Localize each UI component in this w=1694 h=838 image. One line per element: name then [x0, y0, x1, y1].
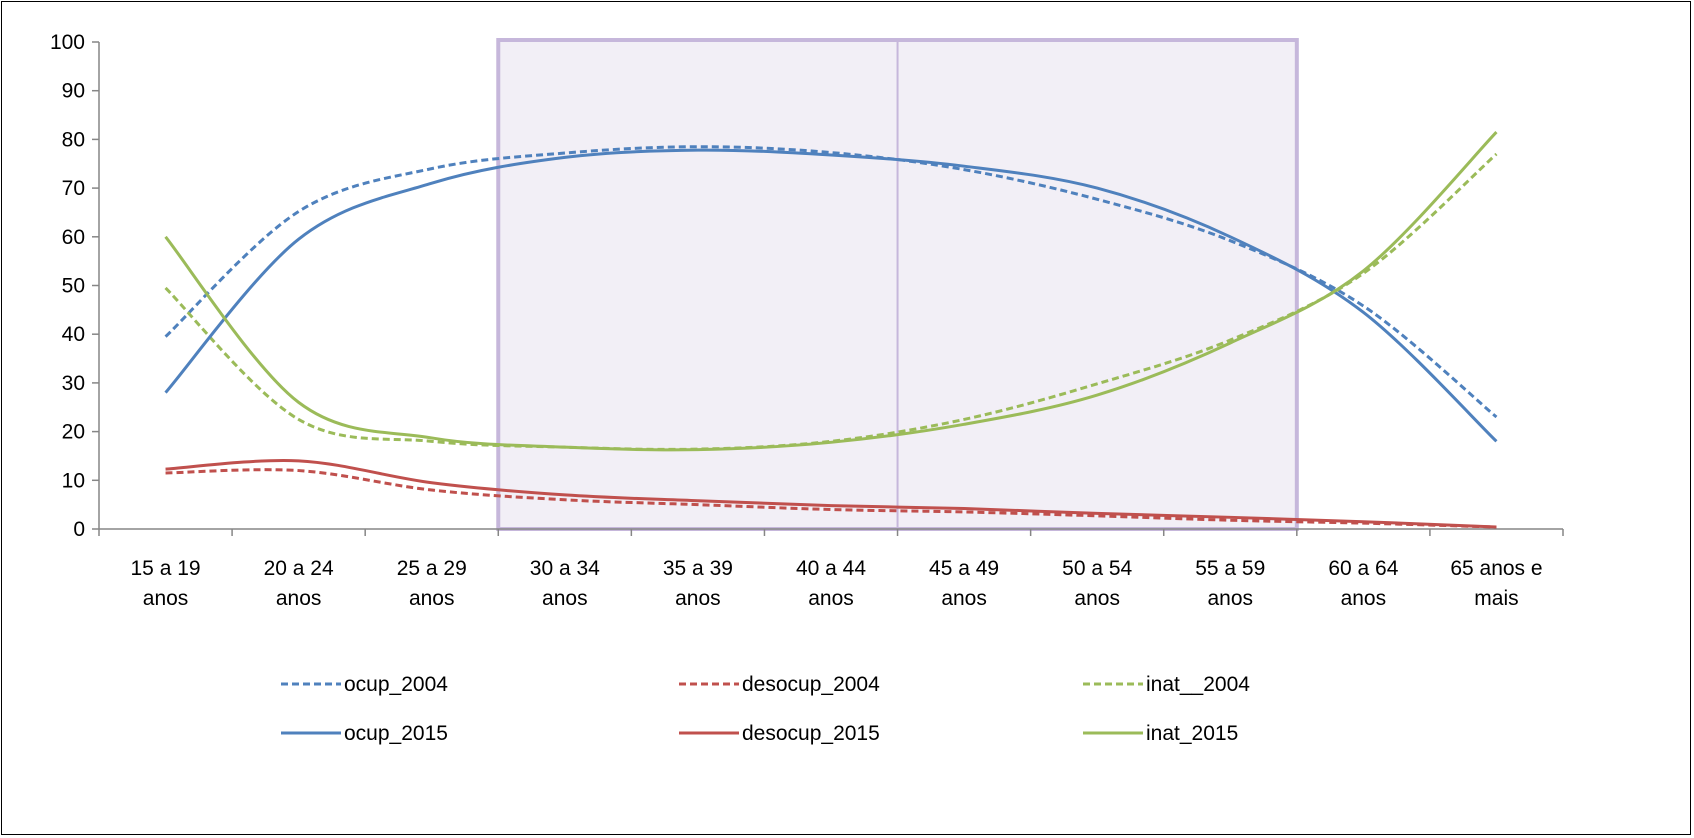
- y-tick-label: 30: [62, 372, 85, 395]
- x-tick-label: 55 a 59 anos: [1195, 557, 1265, 610]
- series-line-desocup-2004: [165, 468, 1497, 529]
- y-tick-label: 70: [62, 177, 85, 200]
- legend-label-ocup-2004: ocup_2004: [344, 673, 448, 696]
- series-line-ocup-2015: [164, 148, 1498, 443]
- legend-label-ocup-2015: ocup_2015: [344, 722, 448, 745]
- y-tick-label: 20: [62, 421, 85, 444]
- x-tick-label: 65 anos e mais: [1450, 557, 1542, 610]
- legend-label-desocup-2015: desocup_2015: [742, 722, 880, 745]
- legend-label-desocup-2004: desocup_2004: [742, 673, 880, 696]
- x-tick-label: 25 a 29 anos: [397, 557, 467, 610]
- series-line-desocup-2015: [165, 458, 1497, 529]
- x-tick-label: 50 a 54 anos: [1062, 557, 1132, 610]
- y-tick-label: 80: [62, 128, 85, 151]
- legend-label-inat-2004: inat__2004: [1146, 673, 1250, 696]
- y-tick-label: 50: [62, 275, 85, 298]
- x-tick-label: 20 a 24 anos: [264, 557, 334, 610]
- series-line-inat-2015: [164, 131, 1498, 452]
- x-tick-label: 30 a 34 anos: [530, 557, 600, 610]
- y-tick-label: 100: [50, 31, 85, 54]
- y-tick-label: 60: [62, 226, 85, 249]
- legend-label-inat-2015: inat_2015: [1146, 722, 1238, 745]
- x-tick-label: 40 a 44 anos: [796, 557, 866, 610]
- y-tick-label: 0: [73, 518, 85, 541]
- y-tick-label: 40: [62, 323, 85, 346]
- y-tick-label: 10: [62, 469, 85, 492]
- x-tick-label: 15 a 19 anos: [131, 557, 201, 610]
- x-tick-label: 35 a 39 anos: [663, 557, 733, 610]
- x-tick-label: 60 a 64 anos: [1328, 557, 1398, 610]
- y-tick-label: 90: [62, 80, 85, 103]
- x-tick-label: 45 a 49 anos: [929, 557, 999, 610]
